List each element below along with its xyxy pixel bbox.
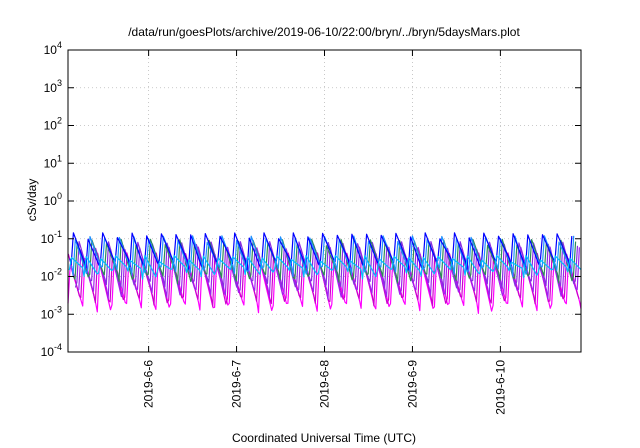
series-line	[67, 252, 580, 307]
y-tick-label: 102	[44, 116, 62, 133]
y-tick-label: 10-1	[41, 229, 62, 246]
x-axis-label: Coordinated Universal Time (UTC)	[232, 431, 416, 445]
y-tick-label: 100	[44, 191, 62, 208]
chart-title: /data/run/goesPlots/archive/2019-06-10/2…	[128, 25, 520, 39]
y-tick-label: 101	[44, 153, 62, 170]
y-tick-label: 10-4	[41, 342, 62, 359]
x-tick-label: 2019-6-10	[493, 360, 507, 415]
y-tick-label: 103	[44, 78, 62, 95]
series-line	[76, 246, 580, 300]
y-tick-label: 104	[44, 40, 62, 57]
x-tick-label: 2019-6-7	[230, 360, 244, 408]
grid	[68, 50, 581, 352]
ticks: 10-4 10-3 10-2 10-1 100 101 102 103 104 2019-6-6 2…	[41, 40, 581, 415]
x-tick-label: 2019-6-9	[405, 360, 419, 408]
x-tick-label: 2019-6-6	[142, 360, 156, 408]
y-axis-label: cSv/day	[25, 179, 39, 222]
y-tick-label: 10-3	[41, 304, 62, 321]
y-tick-label: 10-2	[41, 267, 62, 284]
series-line	[68, 254, 582, 280]
series-group	[67, 232, 582, 314]
x-tick-label: 2019-6-8	[318, 360, 332, 408]
